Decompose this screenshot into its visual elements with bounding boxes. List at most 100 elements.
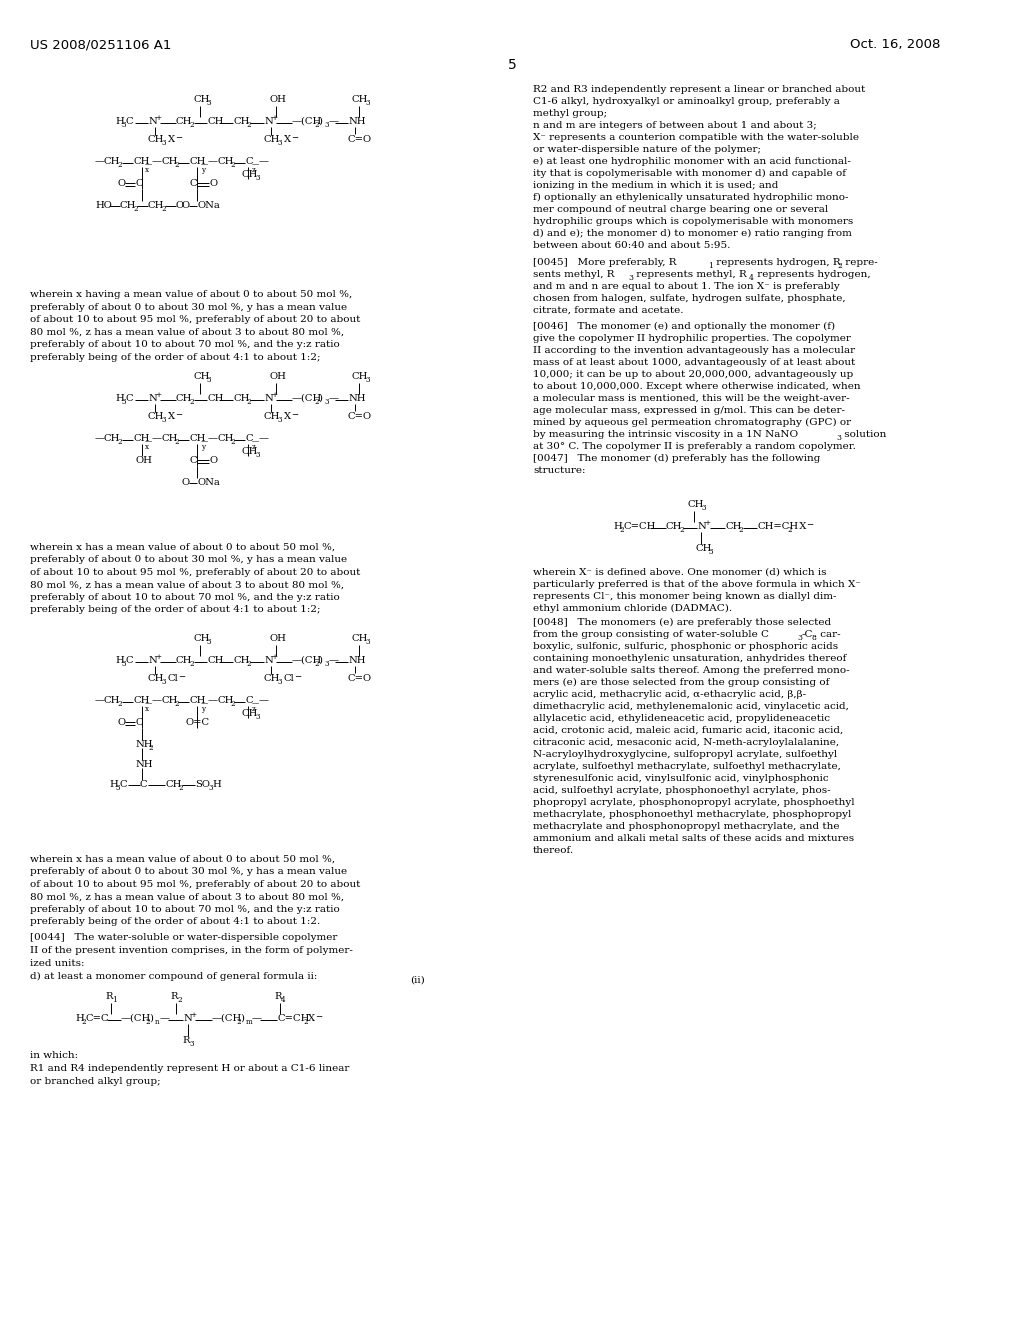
Text: −: − [291,409,298,418]
Text: —: — [252,1014,262,1023]
Text: 3: 3 [189,1040,194,1048]
Text: 2: 2 [738,525,742,535]
Text: C=C: C=C [86,1014,110,1023]
Text: —(CH: —(CH [212,1014,243,1023]
Text: y: y [201,444,205,451]
Text: x: x [145,166,150,174]
Text: —: — [252,700,259,708]
Text: methyl group;: methyl group; [534,110,607,117]
Text: H: H [75,1014,84,1023]
Text: 2: 2 [787,525,792,535]
Text: O: O [209,455,217,465]
Text: —: — [152,157,162,166]
Text: C: C [245,434,253,444]
Text: O: O [209,180,217,187]
Text: 2: 2 [145,1018,150,1026]
Text: CH: CH [193,95,209,104]
Text: ): ) [318,393,322,403]
Text: HO: HO [95,201,112,210]
Text: CH: CH [233,393,250,403]
Text: CH: CH [165,780,181,789]
Text: y: y [201,705,205,713]
Text: mer compound of neutral charge bearing one or several: mer compound of neutral charge bearing o… [534,205,828,214]
Text: by measuring the intrinsic viscosity in a 1N NaNO: by measuring the intrinsic viscosity in … [534,430,798,440]
Text: CH: CH [217,434,233,444]
Text: +: + [271,653,278,661]
Text: N: N [264,117,272,125]
Text: thereof.: thereof. [534,846,574,855]
Text: 3: 3 [324,660,329,668]
Text: 2: 2 [837,261,842,271]
Text: CH: CH [688,500,705,510]
Text: CH: CH [666,521,682,531]
Text: C: C [135,180,142,187]
Text: 3: 3 [365,638,370,645]
Text: CH: CH [176,656,193,665]
Text: C: C [245,696,253,705]
Text: CH: CH [242,447,258,455]
Text: O: O [117,718,125,727]
Text: d) at least a monomer compound of general formula ii:: d) at least a monomer compound of genera… [30,972,317,981]
Text: give the copolymer II hydrophilic properties. The copolymer: give the copolymer II hydrophilic proper… [534,334,851,343]
Text: wherein x has a mean value of about 0 to about 50 mol %,: wherein x has a mean value of about 0 to… [30,855,335,865]
Text: —: — [145,437,153,445]
Text: —: — [95,696,105,705]
Text: CH: CH [189,157,206,166]
Text: C=O: C=O [348,135,372,144]
Text: 2: 2 [117,161,122,169]
Text: at 30° C. The copolymer II is preferably a random copolymer.: at 30° C. The copolymer II is preferably… [534,442,856,451]
Text: 3: 3 [278,678,282,686]
Text: age molecular mass, expressed in g/mol. This can be deter-: age molecular mass, expressed in g/mol. … [534,407,845,414]
Text: 3: 3 [121,121,126,129]
Text: —: — [95,157,105,166]
Text: preferably being of the order of about 4:1 to about 1:2.: preferably being of the order of about 4… [30,917,321,927]
Text: +: + [705,519,710,527]
Text: 3: 3 [324,121,329,129]
Text: NH: NH [348,656,366,665]
Text: mass of at least about 1000, advantageously of at least about: mass of at least about 1000, advantageou… [534,358,855,367]
Text: C: C [140,780,147,789]
Text: N: N [148,393,157,403]
Text: ): ) [150,1014,153,1023]
Text: CH: CH [264,412,281,421]
Text: 1: 1 [708,261,713,271]
Text: OH: OH [270,95,287,104]
Text: C: C [126,393,133,403]
Text: ONa: ONa [197,478,220,487]
Text: 2: 2 [314,660,318,668]
Text: x: x [145,705,150,713]
Text: NH: NH [348,393,366,403]
Text: y: y [201,166,205,174]
Text: [0047]   The monomer (d) preferably has the following: [0047] The monomer (d) preferably has th… [534,454,820,463]
Text: structure:: structure: [534,466,586,475]
Text: —: — [145,160,153,168]
Text: CH: CH [148,412,165,421]
Text: CH: CH [104,157,121,166]
Text: —: — [329,117,339,125]
Text: +: + [271,391,278,399]
Text: preferably of about 0 to about 30 mol %, y has a mean value: preferably of about 0 to about 30 mol %,… [30,556,347,565]
Text: of about 10 to about 95 mol %, preferably of about 20 to about: of about 10 to about 95 mol %, preferabl… [30,568,360,577]
Text: C=O: C=O [348,412,372,421]
Text: preferably of about 10 to about 70 mol %, and the y:z ratio: preferably of about 10 to about 70 mol %… [30,341,340,348]
Text: —: — [252,437,259,445]
Text: 3: 3 [278,416,282,424]
Text: from the group consisting of water-soluble C: from the group consisting of water-solub… [534,630,769,639]
Text: CH: CH [193,372,209,381]
Text: OH: OH [270,634,287,643]
Text: O: O [117,180,125,187]
Text: CH: CH [104,434,121,444]
Text: 2: 2 [679,525,684,535]
Text: 3: 3 [121,660,126,668]
Text: particularly preferred is that of the above formula in which X⁻: particularly preferred is that of the ab… [534,579,861,589]
Text: NH: NH [135,741,153,748]
Text: N: N [697,521,706,531]
Text: —: — [329,656,339,665]
Text: a molecular mass is mentioned, this will be the weight-aver-: a molecular mass is mentioned, this will… [534,393,850,403]
Text: O=C: O=C [185,718,209,727]
Text: CH: CH [233,656,250,665]
Text: CH: CH [176,393,193,403]
Text: z: z [252,444,256,451]
Text: sents methyl, R: sents methyl, R [534,271,614,279]
Text: 2: 2 [189,399,194,407]
